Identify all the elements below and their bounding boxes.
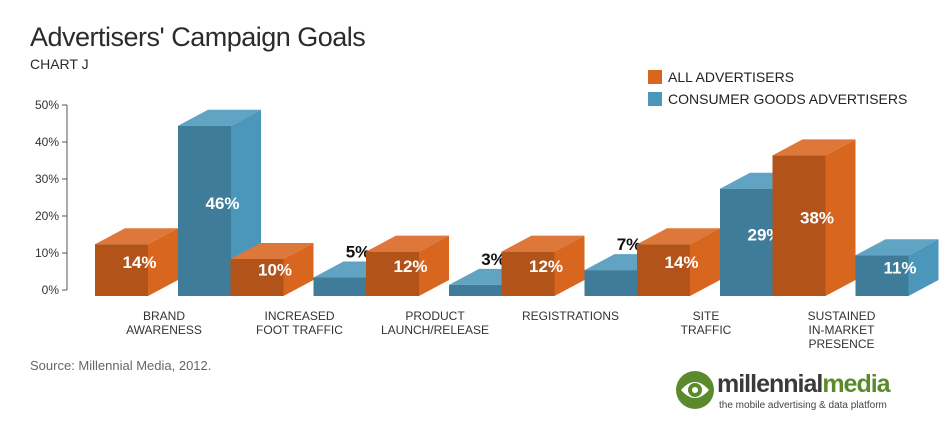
logo-name-part1: millennial [717, 370, 823, 398]
category-label: REGISTRATIONS [522, 309, 619, 323]
data-label: 38% [800, 209, 834, 228]
bar-front-face [449, 284, 502, 296]
bar-all-advertisers-2: 12% [366, 235, 449, 296]
category-label-line: PRESENCE [808, 337, 874, 350]
category-label-line: REGISTRATIONS [522, 309, 619, 323]
data-label: 10% [258, 261, 292, 280]
bar-front-face [313, 277, 367, 296]
bar-top-face [637, 228, 720, 245]
category-label: PRODUCT LAUNCH/RELEASE [381, 309, 489, 337]
bar-front-face [230, 259, 284, 296]
category-label: BRAND AWARENESS [126, 309, 202, 337]
bar-all-advertisers-0: 14% [95, 228, 178, 296]
legend-entry: ALL ADVERTISERS [668, 69, 794, 85]
y-tick-label: 30% [35, 172, 59, 186]
bar-top-face [501, 235, 585, 252]
y-tick-label: 10% [35, 246, 59, 260]
bar-front-face [720, 188, 773, 296]
bar-top-face [178, 109, 261, 126]
category-label-line: IN-MARKET [809, 323, 876, 337]
category-label-line: BRAND [143, 309, 185, 323]
bar-front-face [637, 244, 690, 296]
bar-chart: 0% 10% 20% 30% 40% 50% 14% 46% 10% 5% 12% 3% 12% 7% 1… [35, 69, 939, 350]
logo-mark-icon [676, 371, 714, 409]
bar-front-face [178, 125, 231, 296]
bar-side-face [554, 235, 585, 296]
category-label-line: SITE [693, 309, 720, 323]
legend-swatch [648, 92, 662, 106]
category-label-line: INCREASED [264, 309, 334, 323]
bar-front-face [855, 255, 909, 296]
bar-top-face [855, 239, 939, 256]
bar-side-face [419, 235, 449, 296]
category-label: SUSTAINED IN-MARKET PRESENCE [808, 309, 876, 350]
category-label: INCREASED FOOT TRAFFIC [256, 309, 343, 337]
millennial-media-logo: millennialmedia the mobile advertising &… [673, 366, 923, 416]
logo-tagline: the mobile advertising & data platform [719, 400, 887, 411]
bar-top-face [772, 139, 856, 156]
bar-front-face [366, 251, 419, 296]
chart-subtitle: CHART J [30, 56, 89, 72]
bar-side-face [690, 228, 720, 296]
data-label: 3% [481, 250, 506, 269]
bar-side-face [908, 239, 939, 296]
data-label: 14% [122, 253, 156, 272]
category-label-line: AWARENESS [126, 323, 202, 337]
y-tick-label: 40% [35, 135, 59, 149]
chart-title: Advertisers' Campaign Goals [30, 22, 366, 52]
category-label-line: SUSTAINED [808, 309, 876, 323]
bar-side-face [283, 243, 314, 296]
bar-side-face [825, 139, 856, 296]
bar-top-face [366, 235, 449, 252]
bar-top-face [95, 228, 178, 245]
bar-front-face [584, 270, 638, 296]
category-label-line: FOOT TRAFFIC [256, 323, 343, 337]
data-label: 46% [205, 194, 239, 213]
bar-consumer-goods-5: 11% [855, 239, 939, 296]
data-label: 5% [346, 243, 371, 262]
bar-front-face [95, 244, 148, 296]
bar-front-face [772, 155, 826, 296]
bar-top-face [230, 243, 314, 259]
bar-all-advertisers-4: 14% [637, 228, 720, 296]
category-label: SITE TRAFFIC [681, 309, 732, 337]
y-tick-label: 0% [42, 283, 60, 297]
category-label-line: LAUNCH/RELEASE [381, 323, 489, 337]
logo-name-part2: media [822, 370, 890, 398]
source-note: Source: Millennial Media, 2012. [30, 358, 212, 373]
legend-entry: CONSUMER GOODS ADVERTISERS [668, 91, 907, 107]
bar-all-advertisers-1: 10% [230, 243, 314, 296]
data-label: 7% [617, 235, 642, 254]
legend-swatch [648, 70, 662, 84]
logo-name: millennialmedia [717, 370, 891, 399]
data-label: 12% [529, 257, 563, 276]
data-label: 11% [883, 259, 916, 278]
y-tick-label: 20% [35, 209, 59, 223]
bar-all-advertisers-3: 12% [501, 235, 585, 296]
bar-side-face [148, 228, 178, 296]
category-label-line: PRODUCT [405, 309, 465, 323]
data-label: 12% [393, 257, 427, 276]
data-label: 14% [664, 253, 698, 272]
category-label-line: TRAFFIC [681, 323, 732, 337]
y-tick-label: 50% [35, 98, 59, 112]
bar-all-advertisers-5: 38% [772, 139, 856, 296]
bar-front-face [501, 251, 555, 296]
